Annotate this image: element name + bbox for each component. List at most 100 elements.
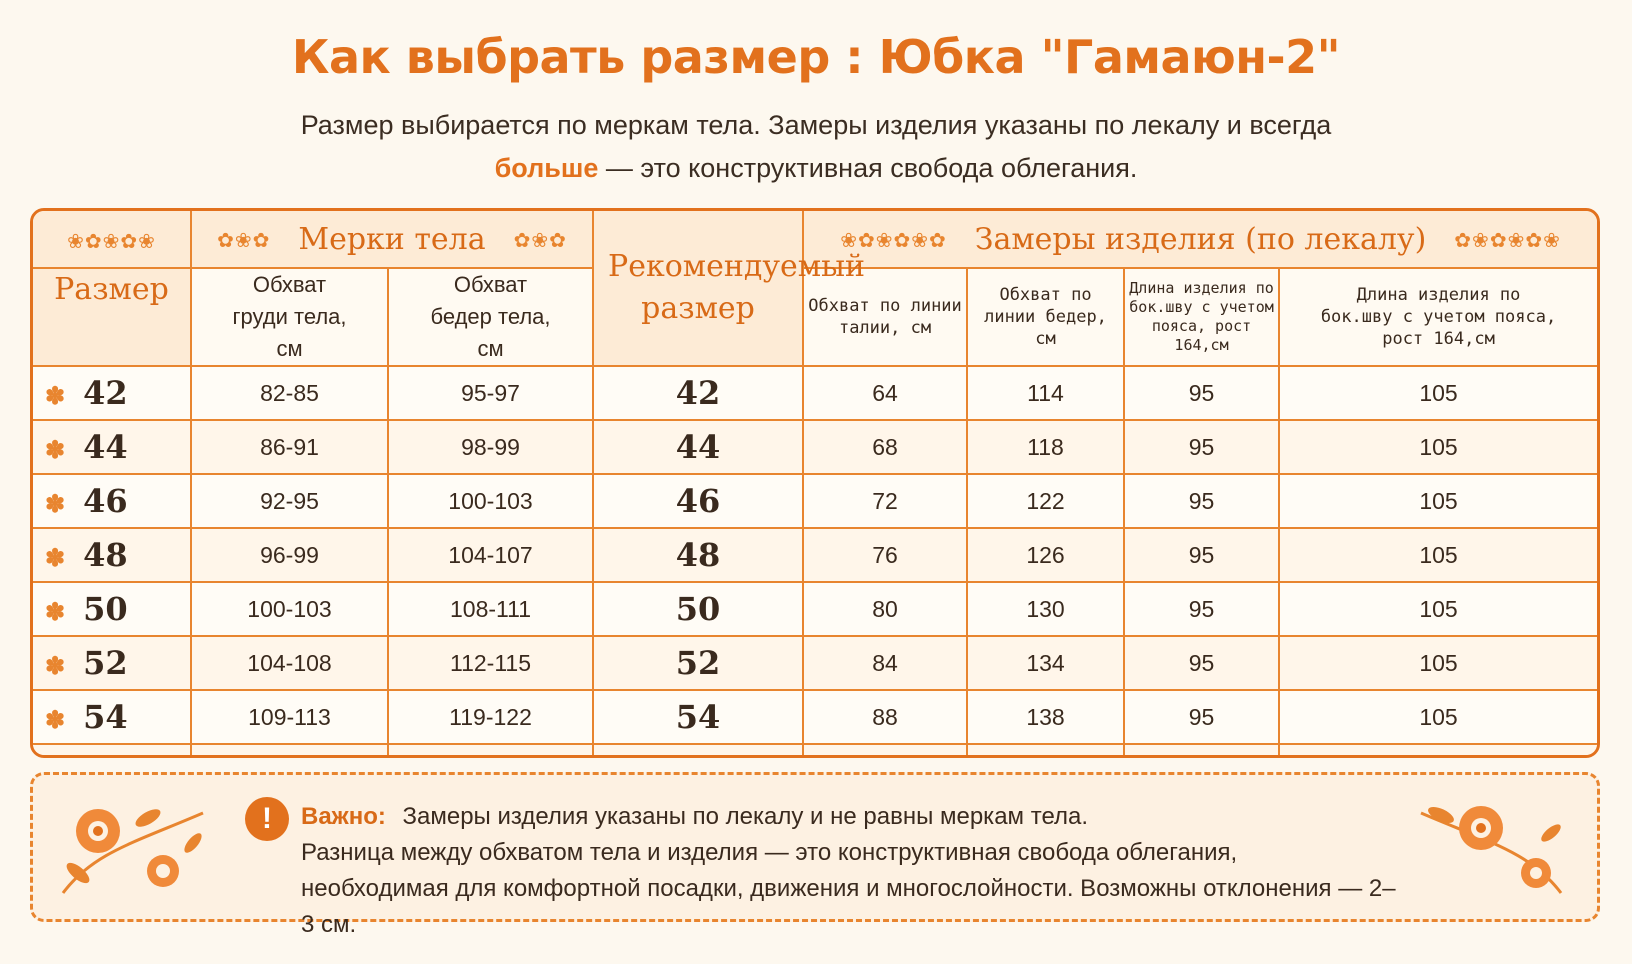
hips-line-cell: 126	[966, 527, 1126, 583]
recommended-size-cell: 56	[592, 743, 805, 755]
size-cell: ✽ 50	[33, 581, 192, 637]
length-b-cell: 105	[1278, 473, 1597, 529]
hips-line-cell: 134	[966, 635, 1126, 691]
ornament-icon: ✿❀✿	[217, 227, 271, 252]
chest-cell: 86-91	[190, 419, 389, 475]
chest-cell: 100-103	[190, 581, 389, 637]
chest-cell: 96-99	[190, 527, 389, 583]
hips-cell: 104-107	[386, 527, 595, 583]
table-row: ✽ 46 92-95 100-103 46 72 122 95 105	[33, 473, 1597, 529]
size-cell: ✽ 46	[33, 473, 192, 529]
size-cell: ✽ 42	[33, 365, 192, 421]
recommended-size-cell: 44	[592, 419, 805, 475]
size-table: ❀✿❀✿❀ ✿❀✿ Мерки тела ✿❀✿ Рекомендуемый раз…	[30, 208, 1600, 758]
length-a-cell: 95	[1123, 473, 1281, 529]
size-value: 52	[83, 644, 128, 682]
table-row: ✽ 48 96-99 104-107 48 76 126 95 105	[33, 527, 1597, 583]
note-label: Важно:	[301, 803, 386, 830]
length-a-cell: 95	[1123, 689, 1281, 745]
flower-icon: ✽	[45, 489, 66, 518]
header-hips: Обхват бедер тела, см	[386, 267, 595, 367]
page-subtitle: Размер выбирается по меркам тела. Замеры…	[0, 104, 1632, 190]
header-length-a: Длина изделия по бок.шву с учетом пояса,…	[1123, 267, 1281, 367]
header-size-label: Размер	[33, 268, 192, 367]
size-value: 54	[83, 698, 128, 736]
note-line-1: Замеры изделия указаны по лекалу и не ра…	[402, 803, 1089, 830]
header-size: ❀✿❀✿❀	[33, 211, 192, 269]
recommended-size-cell: 50	[592, 581, 805, 637]
hips-cell: 123-126	[386, 743, 595, 755]
chest-cell: 114-117	[190, 743, 389, 755]
hips-line-cell: 122	[966, 473, 1126, 529]
recommended-size-cell: 46	[592, 473, 805, 529]
hips-line-cell: 142	[966, 743, 1126, 755]
recommended-size-cell: 42	[592, 365, 805, 421]
length-b-cell: 105	[1278, 581, 1597, 637]
size-cell: ✽ 52	[33, 635, 192, 691]
ornament-icon: ❀✿❀✿❀✿	[840, 227, 947, 252]
page-title: Как выбрать размер : Юбка "Гамаюн-2"	[291, 30, 1341, 84]
length-a-cell: 95	[1123, 527, 1281, 583]
subtitle-line-2-rest: — это конструктивная свобода облегания.	[598, 153, 1138, 183]
note-text: Важно: Замеры изделия указаны по лекалу …	[301, 799, 1397, 943]
hips-cell: 100-103	[386, 473, 595, 529]
size-value: 42	[83, 374, 128, 412]
length-a-cell: 95	[1123, 743, 1281, 755]
table-row: ✽ 50 100-103 108-111 50 80 130 95 105	[33, 581, 1597, 637]
flower-icon: ✽	[45, 705, 66, 734]
size-value: 44	[83, 428, 128, 466]
length-b-cell: 105	[1278, 635, 1597, 691]
size-value: 56	[83, 752, 128, 755]
floral-ornament-icon	[1420, 806, 1563, 894]
recommended-size-cell: 52	[592, 635, 805, 691]
header-waist: Обхват по линии талии, см	[802, 267, 969, 367]
header-group-product: ❀✿❀✿❀✿ Замеры изделия (по лекалу) ✿❀✿❀✿❀	[802, 211, 1597, 269]
recommended-size-cell: 48	[592, 527, 805, 583]
size-value: 46	[83, 482, 128, 520]
flower-icon: ✽	[45, 435, 66, 464]
ornament-icon: ✿❀✿❀✿❀	[1454, 227, 1561, 252]
header-recommended: Рекомендуемый размер	[592, 211, 865, 367]
hips-cell: 108-111	[386, 581, 595, 637]
table-row: ✽ 42 82-85 95-97 42 64 114 95 105	[33, 365, 1597, 421]
waist-cell: 92	[802, 743, 969, 755]
table-row: ✽ 52 104-108 112-115 52 84 134 95 105	[33, 635, 1597, 691]
recommended-size-cell: 54	[592, 689, 805, 745]
waist-cell: 72	[802, 473, 969, 529]
note-line-3: необходимая для комфортной посадки, движ…	[301, 875, 1396, 938]
size-cell: ✽56	[33, 743, 192, 755]
flower-icon: ✽	[45, 381, 66, 410]
length-b-cell: 105	[1278, 419, 1597, 475]
length-b-cell: 105	[1278, 689, 1597, 745]
hips-line-cell: 114	[966, 365, 1126, 421]
length-b-cell: 105	[1278, 365, 1597, 421]
flower-icon: ✽	[45, 543, 66, 572]
header-hips-line: Обхват по линии бедер, см	[966, 267, 1126, 367]
size-cell: ✽ 44	[33, 419, 192, 475]
hips-cell: 95-97	[386, 365, 595, 421]
table-row: ✽ 54 109-113 119-122 54 88 138 95 105	[33, 689, 1597, 745]
length-a-cell: 95	[1123, 419, 1281, 475]
hips-line-cell: 130	[966, 581, 1126, 637]
length-a-cell: 95	[1123, 635, 1281, 691]
ornament-icon: ❀✿❀✿❀	[67, 228, 156, 253]
chest-cell: 104-108	[190, 635, 389, 691]
table-row: ✽56114-117123-126569214295105	[33, 743, 1597, 755]
important-note: ! Важно: Замеры изделия указаны по лекал…	[30, 772, 1600, 938]
exclamation-icon: !	[245, 797, 289, 841]
hips-cell: 98-99	[386, 419, 595, 475]
chest-cell: 82-85	[190, 365, 389, 421]
size-cell: ✽ 54	[33, 689, 192, 745]
note-line-2: Разница между обхватом тела и изделия — …	[301, 839, 1238, 866]
length-b-cell: 105	[1278, 527, 1597, 583]
waist-cell: 76	[802, 527, 969, 583]
subtitle-line-1: Размер выбирается по меркам тела. Замеры…	[300, 110, 1332, 140]
length-a-cell: 95	[1123, 581, 1281, 637]
hips-cell: 112-115	[386, 635, 595, 691]
header-group-body: ✿❀✿ Мерки тела ✿❀✿	[189, 211, 595, 269]
flower-icon: ✽	[45, 597, 66, 626]
hips-cell: 119-122	[386, 689, 595, 745]
size-value: 48	[83, 536, 128, 574]
chest-cell: 92-95	[190, 473, 389, 529]
waist-cell: 80	[802, 581, 969, 637]
